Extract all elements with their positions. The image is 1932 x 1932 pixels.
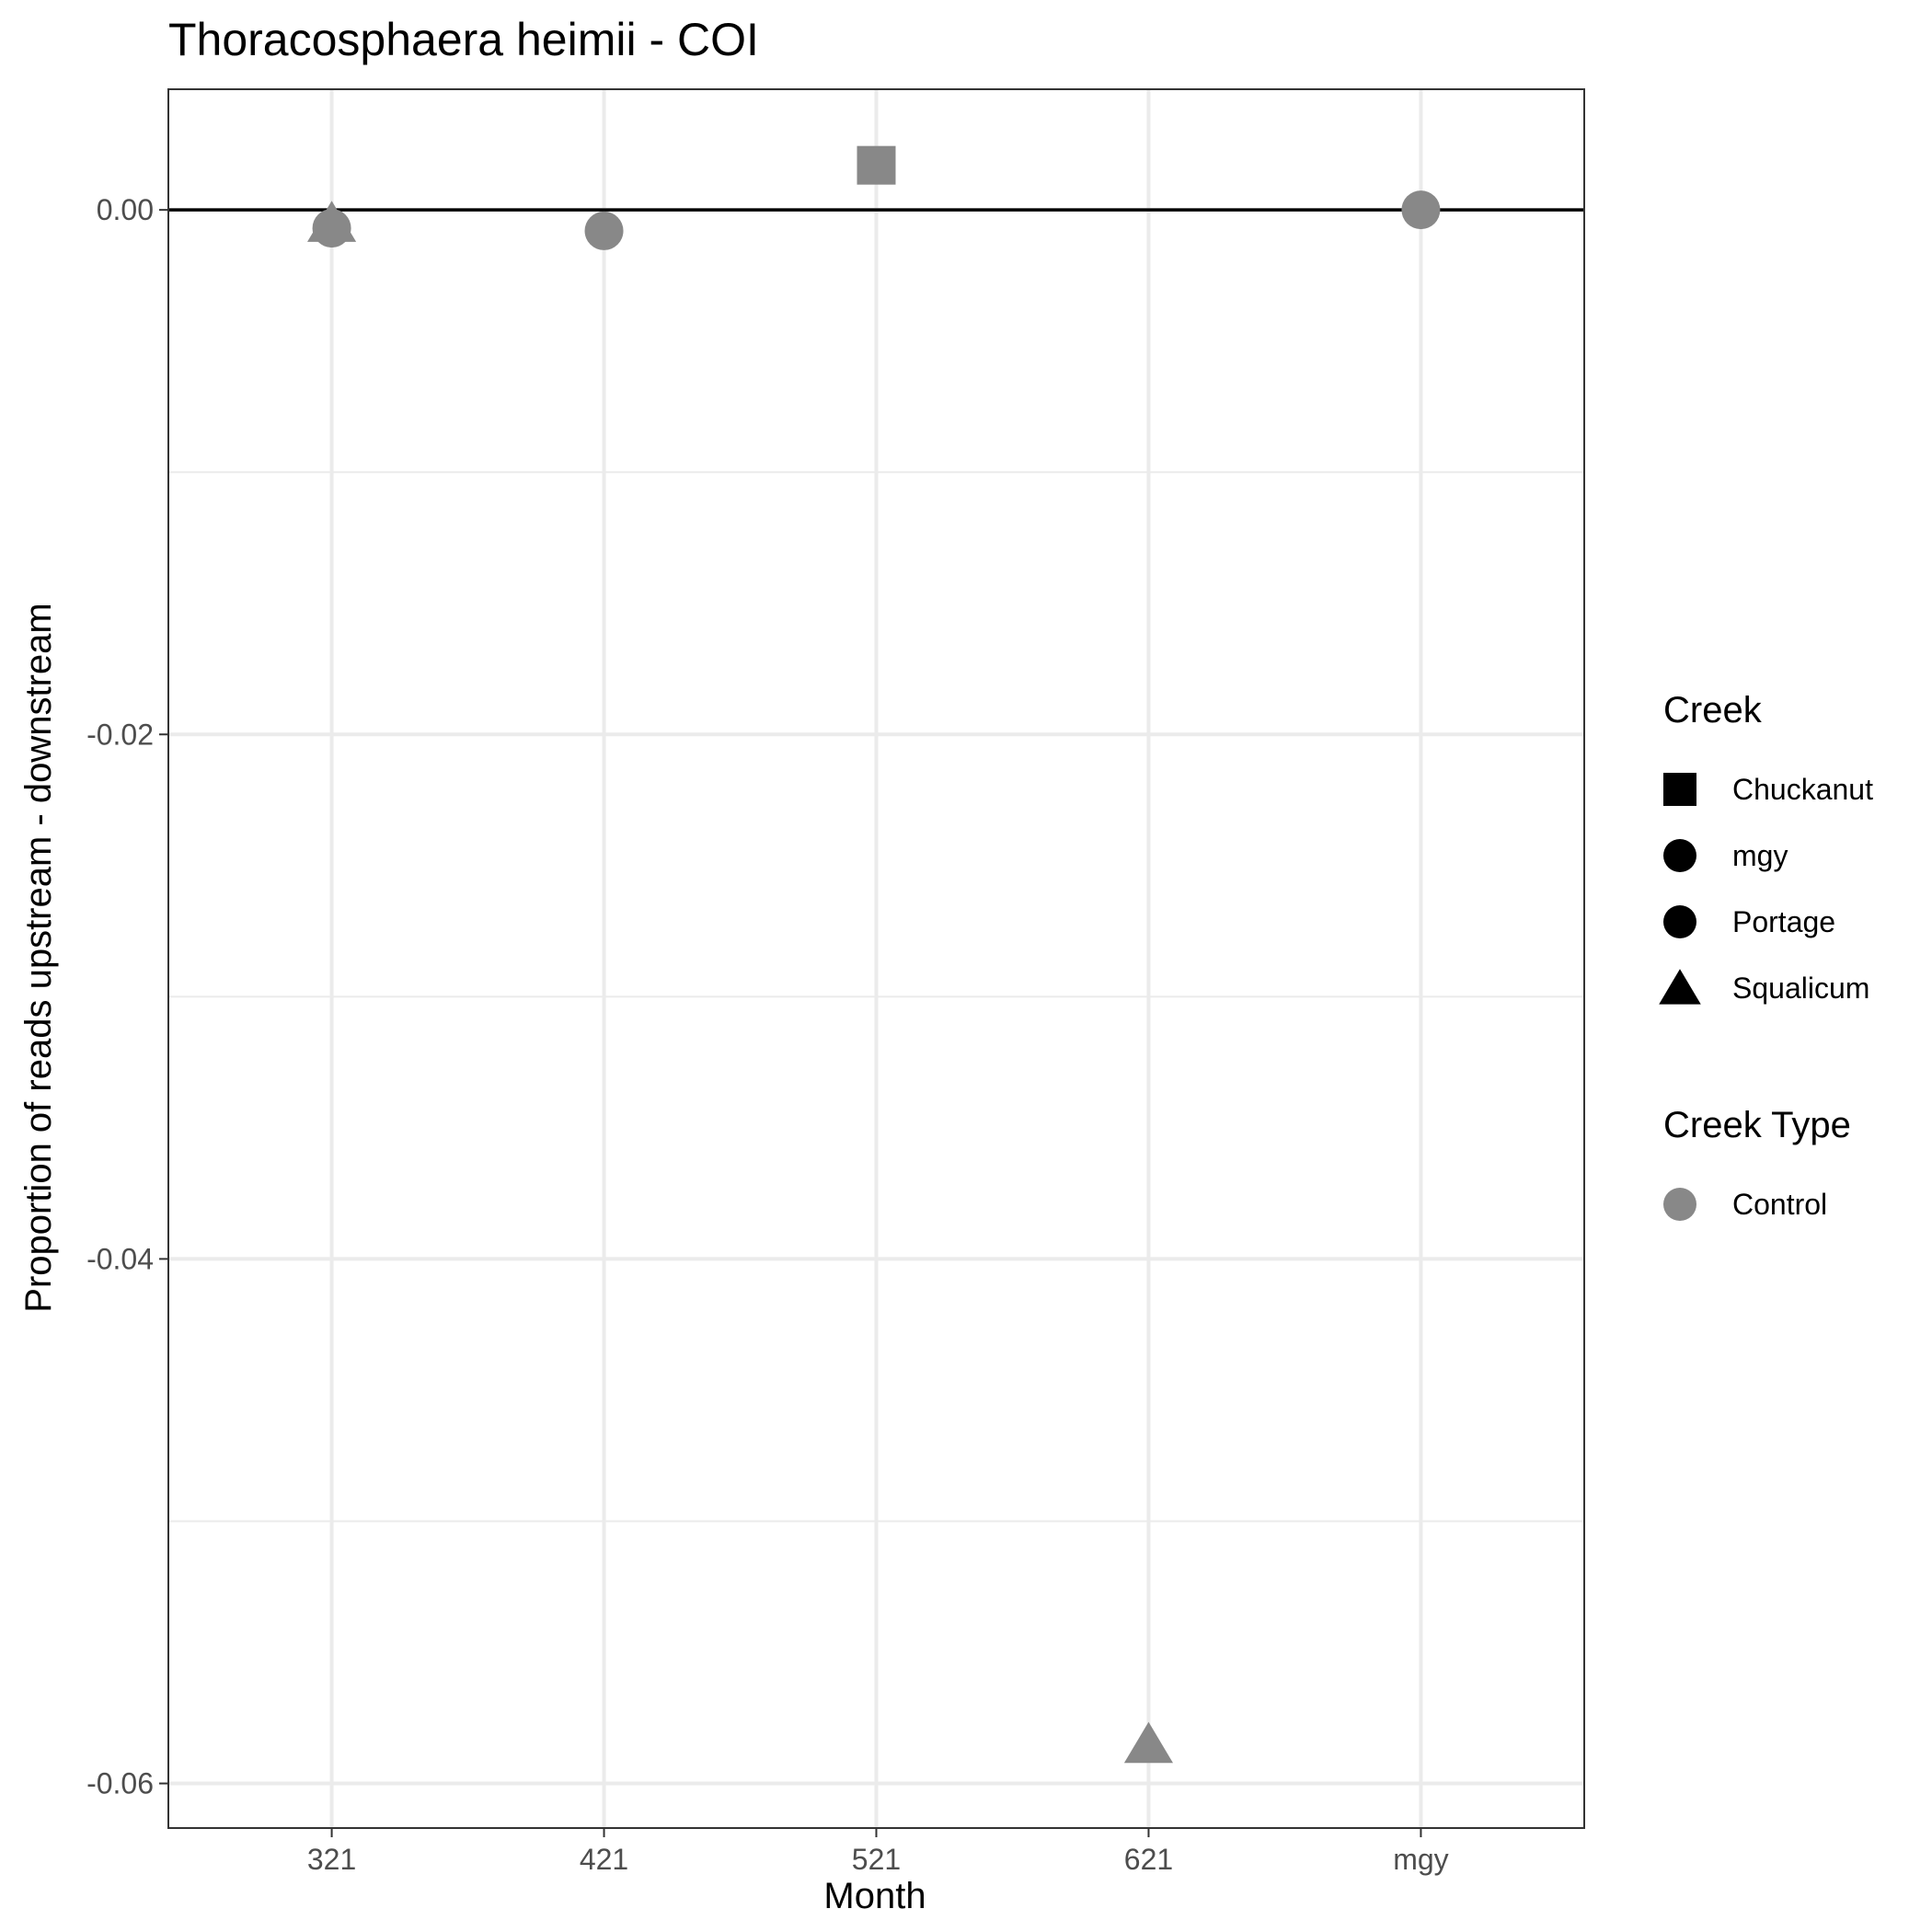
data-points <box>307 145 1441 1764</box>
legend-title: Creek Type <box>1663 1105 1851 1145</box>
y-tick-label: 0.00 <box>97 193 154 226</box>
legend-key-squalicum <box>1659 969 1701 1005</box>
legend-label: Chuckanut <box>1732 773 1873 806</box>
y-tick-label: -0.06 <box>86 1767 154 1800</box>
y-tick-label: -0.04 <box>86 1242 154 1275</box>
legend-key-chuckanut <box>1663 773 1696 806</box>
chart-title: Thoracosphaera heimii - COI <box>168 14 759 65</box>
x-axis-title: Month <box>823 1876 926 1916</box>
y-tick-label: -0.02 <box>86 718 154 751</box>
point-chuckanut-521 <box>857 145 896 185</box>
legend-key-control <box>1663 1188 1696 1221</box>
x-tick-label: 621 <box>1124 1843 1173 1876</box>
x-axis-ticks: 321 421 521 621 mgy <box>307 1828 1449 1876</box>
legend-label: Squalicum <box>1732 972 1869 1005</box>
point-squalicum-621 <box>1123 1721 1174 1764</box>
x-tick-label: 321 <box>307 1843 356 1876</box>
point-squalicum-321 <box>307 201 357 242</box>
legend-key-portage <box>1663 905 1696 938</box>
legends: Creek Chuckanut mgy Portage Squalicum Creek T… <box>1659 690 1873 1221</box>
y-axis-ticks: 0.00 -0.02 -0.04 -0.06 <box>86 193 168 1800</box>
point-portage-421 <box>584 211 624 250</box>
x-tick-label: 421 <box>580 1843 628 1876</box>
point-mgy-mgy <box>1401 190 1441 230</box>
legend-label: Portage <box>1732 905 1835 938</box>
legend-label: mgy <box>1732 839 1788 872</box>
x-tick-label: mgy <box>1393 1843 1448 1876</box>
x-tick-label: 521 <box>852 1843 901 1876</box>
legend-label: Control <box>1732 1188 1827 1221</box>
major-gridlines <box>168 89 1584 1828</box>
legend-title: Creek <box>1663 690 1763 730</box>
y-axis-title: Proportion of reads upstream - downstrea… <box>18 603 59 1312</box>
legend-key-mgy <box>1663 839 1696 872</box>
